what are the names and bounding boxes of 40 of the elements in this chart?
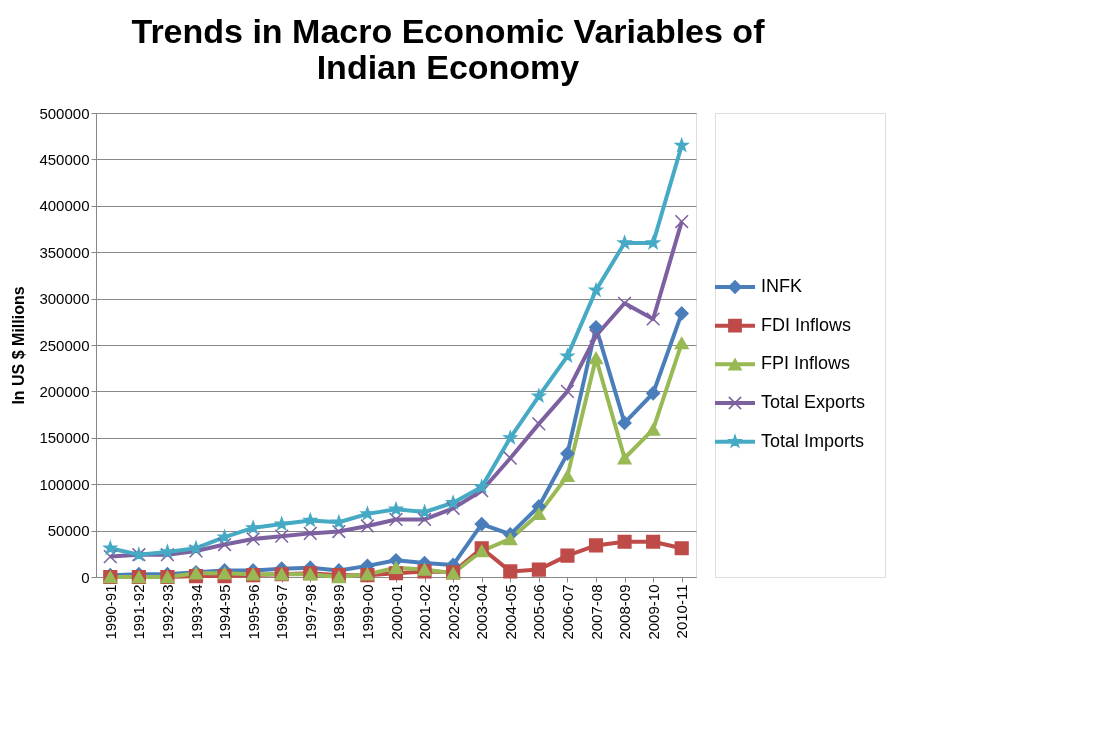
x-tick-label: 1997-98 [301,584,319,640]
x-tick-label: 1998-99 [330,584,348,640]
text: Trends in Macro Economic Variables of [131,11,765,50]
y-tick-label: 50000 [47,522,90,540]
text: Indian Economy [316,47,580,86]
y-tick-label: 0 [81,568,90,586]
y-tick-label: 350000 [39,243,90,261]
x-tick-label: 1994-95 [216,584,234,640]
x-tick-label: 2010-11 [673,584,691,639]
x-tick-label: 2007-08 [587,584,605,640]
y-tick-label: 200000 [39,382,90,400]
x-tick-label: 2002-03 [444,584,462,640]
x-tick-label: 2005-06 [530,584,548,640]
x-tick-label: 2006-07 [558,584,576,640]
x-tick-label: 1992-93 [158,584,176,640]
x-tick-label: 2000-01 [387,584,405,640]
y-tick-label: 400000 [39,197,90,215]
x-tick-label: 2001-02 [416,584,434,640]
x-tick-label: 2008-09 [616,584,634,640]
y-tick-label: 100000 [39,475,90,493]
legend-label: Total Exports [761,392,866,412]
y-tick-label: 150000 [39,429,90,447]
y-tick-label: 500000 [39,104,90,122]
x-tick-label: 1995-96 [244,584,262,640]
x-tick-label: 2009-10 [644,584,662,640]
y-tick-label: 300000 [39,290,90,308]
x-tick-label: 1996-97 [273,584,291,640]
legend-label: FPI Inflows [761,353,851,374]
y-axis-title: In US $ Millions [10,286,28,405]
legend-label: Total Imports [761,430,865,451]
legend-label: FDI Inflows [761,314,852,335]
x-tick-label: 1990-91 [101,584,119,640]
x-tick-label: 1999-00 [358,584,376,640]
y-tick-label: 250000 [39,336,90,354]
x-tick-label: 1993-94 [187,584,205,640]
legend-label: INFK [761,276,803,296]
x-tick-label: 2004-05 [501,584,519,640]
x-tick-label: 1991-92 [130,584,148,640]
y-tick-label: 450000 [39,150,90,168]
x-tick-label: 2003-04 [473,584,491,640]
